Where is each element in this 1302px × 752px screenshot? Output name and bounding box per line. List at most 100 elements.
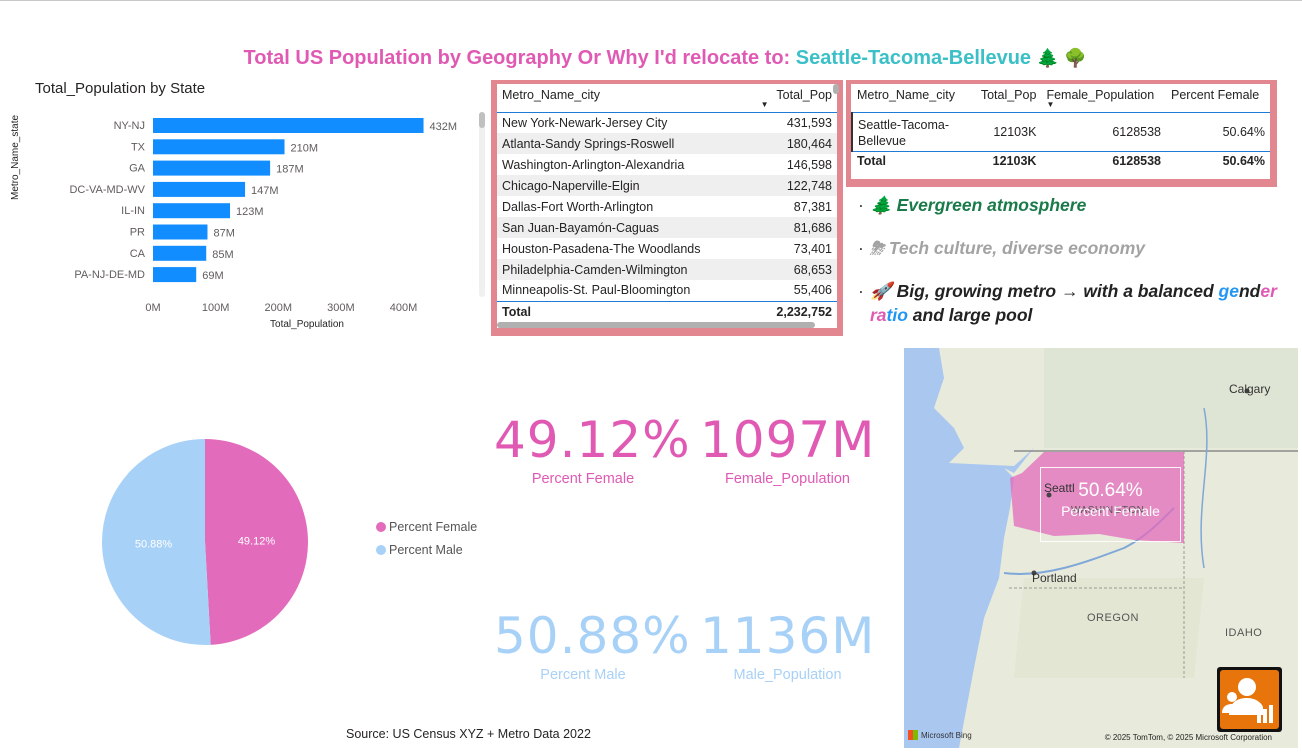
- bar[interactable]: [153, 245, 207, 261]
- bullet-dot: ·: [858, 238, 864, 258]
- metro-table-hscrollbar[interactable]: [497, 322, 815, 328]
- column-header-percent-female[interactable]: Percent Female: [1166, 84, 1270, 113]
- kpi-percent-male[interactable]: 50.88% Percent Male: [494, 607, 691, 683]
- sort-desc-icon: ▼: [1046, 100, 1055, 109]
- seattle-table-container: Metro_Name_city Total_Pop Female_Populat…: [851, 84, 1270, 179]
- bar-category-label: PA-NJ-DE-MD: [74, 269, 145, 281]
- bar-data-label: 432M: [430, 121, 458, 133]
- table-row[interactable]: Dallas-Fort Worth-Arlington 87,381: [497, 196, 837, 217]
- pie-slice[interactable]: [101, 439, 211, 645]
- table-cell: Seattle-Tacoma-Bellevue: [851, 112, 972, 151]
- total-value: 12103K: [972, 150, 1042, 170]
- reason-text-pink: er: [1260, 281, 1277, 301]
- column-header-metro[interactable]: Metro_Name_city: [852, 84, 972, 113]
- table-row[interactable]: Chicago-Naperville-Elgin 122,748: [497, 175, 837, 196]
- kpi-value: 49.12%: [494, 411, 691, 469]
- reasons-list: · 🌲 Evergreen atmosphere · ⛈ Tech cultur…: [858, 193, 1302, 346]
- bar[interactable]: [153, 118, 424, 133]
- legend-dot-female: [376, 522, 386, 532]
- metro-table-vscrollbar[interactable]: [833, 84, 839, 94]
- pie-slice-label: 49.12%: [238, 536, 276, 548]
- bar-data-label: 69M: [202, 270, 223, 282]
- app-icon[interactable]: [1217, 667, 1282, 732]
- kpi-female-population[interactable]: 1097M Female_Population: [700, 411, 875, 487]
- bar-category-label: NY-NJ: [114, 120, 145, 132]
- table-cell: Dallas-Fort Worth-Arlington: [502, 199, 654, 214]
- table-cell: San Juan-Bayamón-Caguas: [497, 217, 756, 238]
- x-tick-label: 100M: [202, 302, 230, 314]
- table-row[interactable]: New York-Newark-Jersey City 431,593: [497, 112, 837, 133]
- bing-label: Microsoft Bing: [921, 730, 972, 740]
- x-tick-label: 0M: [145, 302, 160, 314]
- table-row[interactable]: Houston-Pasadena-The Woodlands 73,401: [497, 238, 837, 259]
- total-label: Total: [497, 300, 756, 322]
- tree-icon: 🌲 🌳: [1036, 48, 1087, 68]
- bullet-dot: ·: [858, 281, 864, 301]
- source-note: Source: US Census XYZ + Metro Data 2022: [346, 727, 591, 741]
- column-header-label: Total_Pop: [776, 88, 832, 102]
- column-header-total-pop[interactable]: Total_Pop: [972, 84, 1042, 113]
- x-tick-label: 400M: [390, 302, 418, 314]
- pie-chart[interactable]: 49.12% 50.88%: [95, 432, 315, 652]
- bar-chart[interactable]: NY-NJ 432M TX 210M GA 187M DC-VA-MD-WV 147M IL-I…: [30, 105, 470, 335]
- table-cell: 50.64%: [1222, 124, 1265, 139]
- column-header-metro[interactable]: Metro_Name_city: [497, 84, 756, 113]
- bar[interactable]: [153, 203, 231, 219]
- legend-label: Percent Male: [389, 543, 463, 557]
- bar-chart-title: Total_Population by State: [35, 80, 206, 97]
- kpi-label: Percent Male: [540, 667, 626, 683]
- table-row[interactable]: Washington-Arlington-Alexandria 146,598: [497, 154, 837, 175]
- pie-slice[interactable]: [205, 439, 308, 645]
- page-title: Total US Population by Geography Or Why …: [0, 47, 1302, 70]
- bar[interactable]: [153, 181, 246, 197]
- bar-category-label: GA: [129, 163, 146, 175]
- total-value: 6128538: [1041, 150, 1167, 170]
- map-badge-label: Percent Female: [1061, 503, 1160, 519]
- table-cell: 73,401: [793, 241, 832, 256]
- kpi-male-population[interactable]: 1136M Male_Population: [700, 607, 875, 683]
- metro-table: Metro_Name_city Total_Pop ▼ New York-Newa…: [497, 84, 837, 322]
- table-cell: 81,686: [755, 217, 837, 238]
- table-row[interactable]: San Juan-Bayamón-Caguas 81,686: [497, 217, 837, 238]
- bing-logo: Microsoft Bing: [908, 730, 972, 740]
- table-total-row: Total 2,232,752: [497, 300, 837, 322]
- map-copyright: © 2025 TomTom, © 2025 Microsoft Corporat…: [1104, 733, 1272, 742]
- map-label-portland: Portland: [1032, 571, 1077, 585]
- table-row[interactable]: Philadelphia-Camden-Wilmington 68,653: [497, 259, 837, 280]
- table-total-row: Total 12103K 6128538 50.64%: [852, 150, 1270, 170]
- bar-data-label: 187M: [276, 164, 304, 176]
- bar[interactable]: [153, 139, 285, 155]
- metro-table-scrollbar[interactable]: [479, 112, 485, 297]
- kpi-percent-female[interactable]: 49.12% Percent Female: [494, 411, 691, 487]
- column-header-total-pop[interactable]: Total_Pop ▼: [755, 84, 837, 113]
- table-cell: Philadelphia-Camden-Wilmington: [497, 259, 756, 280]
- table-cell: 6128538: [1112, 124, 1162, 139]
- reason-text: nd: [1238, 281, 1261, 301]
- legend-item-male[interactable]: Percent Male: [376, 543, 477, 557]
- x-tick-label: 200M: [264, 302, 292, 314]
- table-row[interactable]: Minneapolis-St. Paul-Bloomington 55,406: [497, 280, 837, 301]
- storm-cloud-icon: ⛈: [870, 238, 884, 258]
- table-cell: 146,598: [786, 157, 832, 172]
- reason-text: Evergreen atmosphere: [896, 195, 1087, 215]
- kpi-value: 1097M: [700, 411, 876, 469]
- table-cell: Chicago-Naperville-Elgin: [497, 175, 756, 196]
- bar[interactable]: [153, 267, 197, 283]
- table-row[interactable]: Atlanta-Sandy Springs-Roswell 180,464: [497, 133, 837, 154]
- legend-item-female[interactable]: Percent Female: [376, 520, 477, 534]
- table-row[interactable]: Seattle-Tacoma-Bellevue 12103K 6128538 5…: [851, 112, 1270, 151]
- seattle-table-frame: Metro_Name_city Total_Pop Female_Populat…: [846, 80, 1277, 187]
- tree-icon: 🌲: [870, 195, 892, 215]
- map-data-label[interactable]: 50.64% Percent Female: [1040, 467, 1181, 542]
- reason-item: · 🌲 Evergreen atmosphere: [858, 193, 1302, 217]
- bar-category-label: PR: [130, 227, 145, 239]
- column-header-label: Female_Population: [1046, 88, 1155, 102]
- column-header-female-pop[interactable]: Female_Population ▼: [1041, 84, 1167, 113]
- kpi-value: 50.88%: [494, 607, 691, 665]
- bar[interactable]: [153, 224, 208, 240]
- table-header-row: Metro_Name_city Total_Pop ▼: [497, 84, 837, 113]
- bar[interactable]: [153, 160, 271, 176]
- title-text: Total US Population by Geography Or Why …: [243, 47, 796, 69]
- table-cell: Minneapolis-St. Paul-Bloomington: [502, 283, 691, 298]
- title-highlight: Seattle-Tacoma-Bellevue: [795, 47, 1032, 69]
